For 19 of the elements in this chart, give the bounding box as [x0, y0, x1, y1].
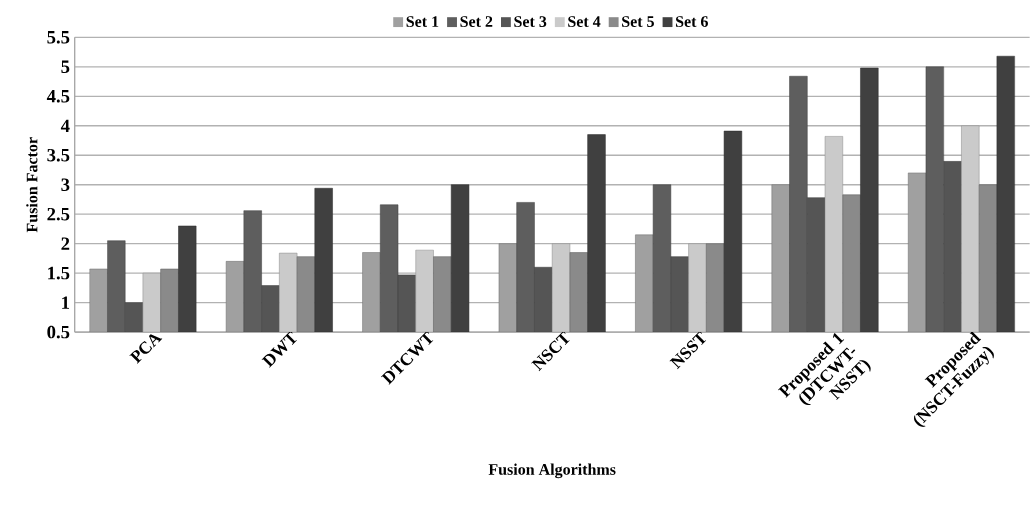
y-tick-label: 1.5	[48, 266, 70, 280]
legend-label: Set 4	[568, 16, 601, 28]
legend-label: Set 1	[406, 16, 439, 28]
legend-label: Set 6	[675, 16, 708, 28]
x-axis-title: Fusion Algorithms	[488, 463, 616, 479]
y-tick-label: 2.5	[47, 207, 70, 221]
y-tick-label: 2	[61, 237, 70, 250]
y-tick-label: 4.5	[46, 90, 70, 103]
y-tick-label: 3	[61, 178, 70, 192]
y-tick-label: 4	[60, 119, 70, 132]
y-tick-label: 0.5	[47, 325, 70, 339]
legend-label: Set 5	[622, 16, 654, 28]
legend-label: Set 2	[460, 16, 493, 28]
y-tick-label: 5.5	[47, 31, 70, 44]
y-tick-label: 5	[61, 60, 70, 74]
y-tick-label: 1	[62, 296, 70, 309]
y-axis-title: Fusion Factor	[26, 137, 38, 233]
y-tick-label: 3.5	[47, 149, 70, 162]
legend-label: Set 3	[514, 16, 547, 28]
